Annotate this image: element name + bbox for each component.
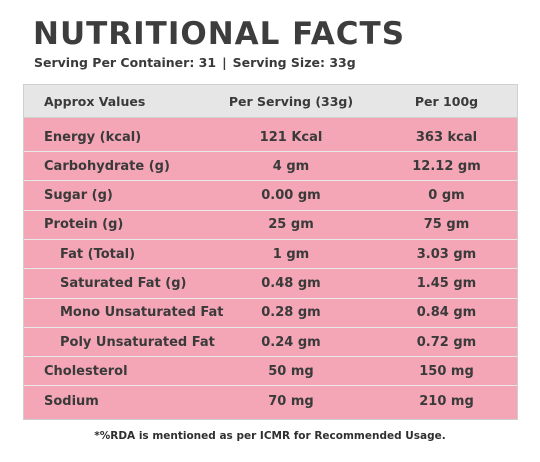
nutrient-label: Poly Unsaturated Fat: [60, 334, 215, 350]
per-100g-value: 3.03 gm: [416, 246, 477, 262]
per-100g-value: 75 gm: [423, 217, 470, 233]
nutrient-label: Protein (g): [44, 217, 124, 233]
table-row: Fat (Total) 1 gm 3.03 gm: [24, 240, 517, 270]
table-row: Energy (kcal) 121 Kcal 363 kcal: [24, 123, 517, 152]
table-row: Sodium 70 mg 210 mg: [24, 387, 517, 416]
table-header: Approx Values Per Serving (33g) Per 100g: [24, 85, 517, 118]
per-100g-value: 1.45 gm: [416, 276, 477, 291]
per-serving-value: 1 gm: [272, 246, 310, 262]
nutrient-label: Cholesterol: [44, 363, 128, 379]
table-row: Mono Unsaturated Fat 0.28 gm 0.84 gm: [24, 299, 517, 328]
per-serving-value: 25 gm: [268, 217, 314, 233]
table-row: Sugar (g) 0.00 gm 0 gm: [24, 182, 517, 211]
per-100g-value: 210 mg: [419, 393, 474, 409]
per-serving-value: 4 gm: [272, 158, 310, 174]
table-row: Carbohydrate (g) 4 gm 12.12 gm: [24, 152, 517, 182]
per-serving-value: 0.48 gm: [261, 276, 321, 291]
per-100g-value: 363 kcal: [415, 129, 478, 145]
serving-size: Serving Size: 33g: [232, 55, 356, 70]
nutrient-label: Saturated Fat (g): [60, 276, 187, 291]
per-serving-value: 0.24 gm: [261, 334, 321, 350]
per-serving-value: 50 mg: [268, 363, 314, 379]
nutrient-label: Energy (kcal): [44, 129, 142, 145]
table-row: Cholesterol 50 mg 150 mg: [24, 357, 517, 387]
per-100g-value: 0.72 gm: [416, 334, 477, 350]
header-per-100g: Per 100g: [414, 93, 479, 109]
nutrition-table: Approx Values Per Serving (33g) Per 100g…: [23, 84, 518, 420]
table-row: Protein (g) 25 gm 75 gm: [24, 211, 517, 240]
per-100g-value: 0 gm: [428, 188, 465, 204]
nutrient-label: Sodium: [44, 393, 99, 409]
header-per-serving: Per Serving (33g): [228, 93, 354, 109]
footnote: *%RDA is mentioned as per ICMR for Recom…: [94, 430, 446, 442]
serving-info: Serving Per Container: 31 | Serving Size: …: [34, 55, 356, 70]
table-row: Poly Unsaturated Fat 0.24 gm 0.72 gm: [24, 328, 517, 358]
per-100g-value: 150 mg: [419, 363, 474, 379]
nutrient-label: Fat (Total): [60, 246, 136, 262]
per-serving-value: 0.28 gm: [261, 305, 321, 321]
per-serving-value: 70 mg: [268, 393, 314, 409]
serving-separator: |: [222, 55, 227, 70]
nutrient-label: Carbohydrate (g): [44, 158, 170, 174]
per-100g-value: 12.12 gm: [412, 158, 481, 174]
per-serving-value: 0.00 gm: [261, 188, 321, 204]
table-row: Saturated Fat (g) 0.48 gm 1.45 gm: [24, 270, 517, 299]
header-approx-values: Approx Values: [44, 93, 146, 109]
nutrient-label: Sugar (g): [44, 188, 113, 204]
per-serving-value: 121 Kcal: [259, 129, 323, 145]
nutrient-label: Mono Unsaturated Fat: [60, 305, 224, 321]
per-100g-value: 0.84 gm: [416, 305, 477, 321]
servings-per-container: Serving Per Container: 31: [34, 55, 217, 70]
page-title: NUTRITIONAL FACTS: [33, 16, 406, 52]
